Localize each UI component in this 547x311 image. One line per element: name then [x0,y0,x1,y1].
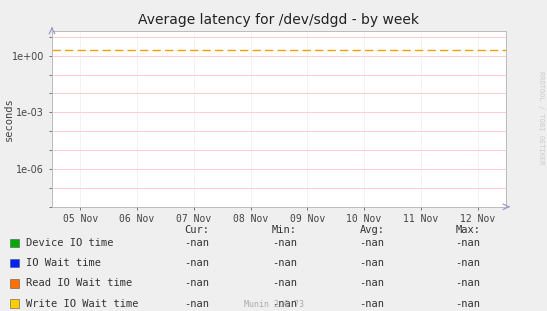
Text: Cur:: Cur: [184,225,210,235]
Text: -nan: -nan [359,299,385,309]
Text: IO Wait time: IO Wait time [26,258,101,268]
Text: -nan: -nan [184,238,210,248]
Text: Device IO time: Device IO time [26,238,114,248]
Text: -nan: -nan [455,258,480,268]
Text: -nan: -nan [272,258,297,268]
Text: Write IO Wait time: Write IO Wait time [26,299,139,309]
Text: -nan: -nan [272,278,297,288]
Text: -nan: -nan [455,278,480,288]
Text: -nan: -nan [184,258,210,268]
Text: RRDTOOL / TOBI OETIKER: RRDTOOL / TOBI OETIKER [538,72,544,165]
Text: -nan: -nan [359,258,385,268]
Text: -nan: -nan [359,238,385,248]
Text: -nan: -nan [272,299,297,309]
Y-axis label: seconds: seconds [4,97,14,141]
Text: -nan: -nan [272,238,297,248]
Text: -nan: -nan [184,299,210,309]
Text: Avg:: Avg: [359,225,385,235]
Text: -nan: -nan [184,278,210,288]
Text: -nan: -nan [455,238,480,248]
Text: -nan: -nan [359,278,385,288]
Title: Average latency for /dev/sdgd - by week: Average latency for /dev/sdgd - by week [138,13,420,27]
Text: Min:: Min: [272,225,297,235]
Text: Max:: Max: [455,225,480,235]
Text: Read IO Wait time: Read IO Wait time [26,278,132,288]
Text: Munin 2.0.73: Munin 2.0.73 [243,300,304,309]
Text: -nan: -nan [455,299,480,309]
